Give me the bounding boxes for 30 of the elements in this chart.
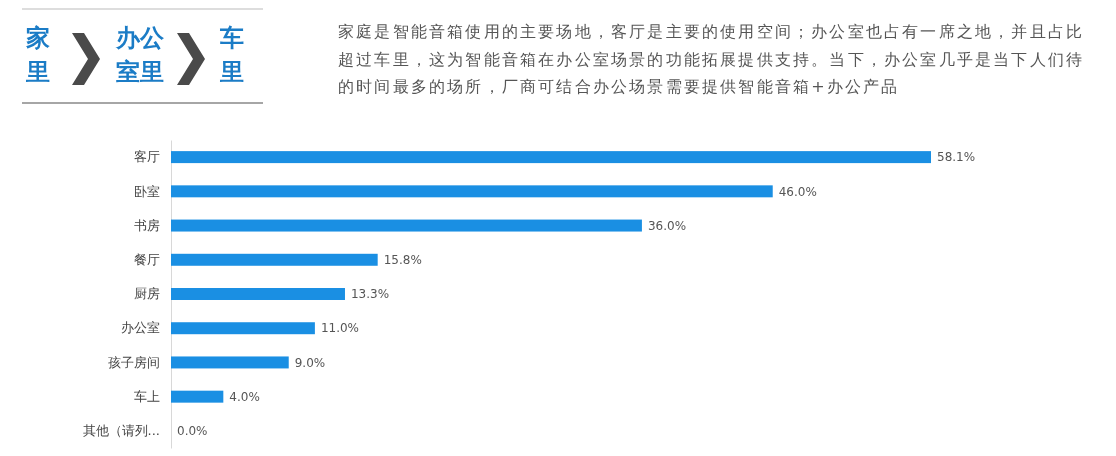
bar — [171, 390, 224, 403]
y-tick-label: 餐厅 — [134, 251, 160, 267]
text: 家里 — [25, 24, 50, 86]
y-tick-label: 卧室 — [134, 183, 160, 199]
text: 办公室里 — [115, 24, 165, 86]
data-label: 11.0% — [320, 321, 360, 336]
data-label: 15.8% — [383, 252, 422, 267]
data-label: 46.0% — [778, 184, 817, 199]
bar — [171, 151, 931, 164]
bar — [171, 185, 773, 198]
y-tick-label: 书房 — [134, 217, 160, 233]
data-label: 58.1% — [937, 150, 976, 165]
data-label: 9.0% — [294, 355, 326, 370]
data-label: 4.0% — [229, 389, 260, 404]
data-label: 13.3% — [350, 287, 390, 302]
y-tick-label: 孩子房间 — [108, 354, 160, 370]
bar — [171, 356, 289, 369]
y-tick-label: 厨房 — [134, 286, 160, 302]
data-label: 0.0% — [177, 424, 208, 439]
bar — [171, 253, 378, 266]
data-label: 36.0% — [647, 218, 687, 233]
y-tick-label: 车上 — [134, 388, 160, 404]
text: 车里 — [219, 24, 244, 86]
chart-subtitle: 家庭是智能音箱使用的主要场地，客厅是主要的使用空间；办公室也占有一席之地，并且占比超过车里，这为智能音箱在办公室场景的功能拓展提供支持。当下，办公室几乎是当下人们待的时间最多的场所，厂商可结合办公场景需要提供智能音箱+办公产品 — [338, 21, 1086, 98]
bar — [171, 219, 642, 232]
y-tick-label: 客厅 — [134, 149, 160, 165]
bar — [171, 322, 315, 335]
y-tick-label: 办公室 — [121, 320, 160, 336]
bar — [171, 288, 345, 300]
y-tick-label: 其他（请列... — [82, 423, 160, 439]
